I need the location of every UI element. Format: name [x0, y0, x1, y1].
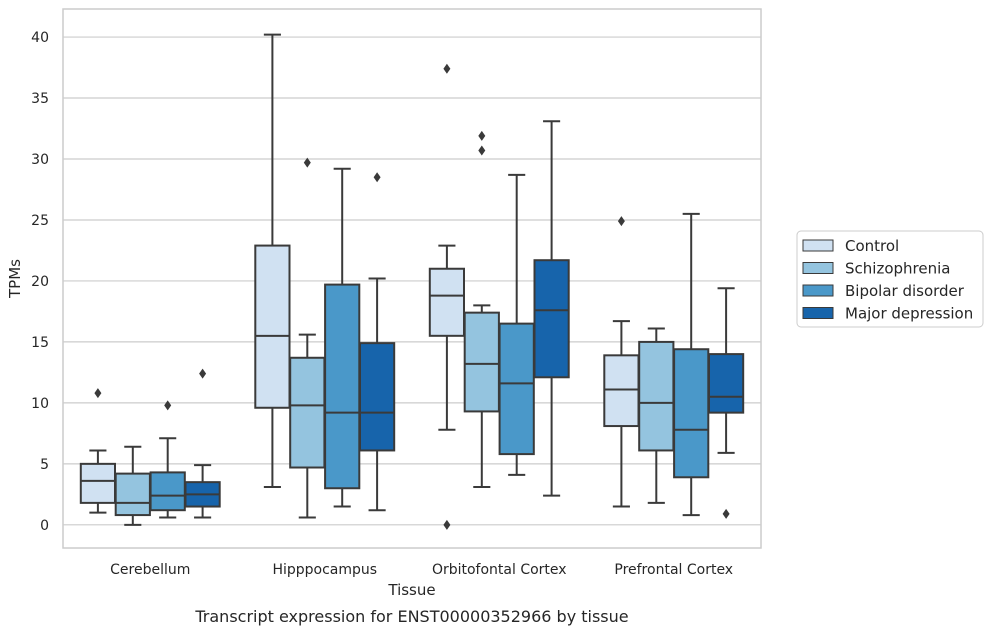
box-iqr: [114, 472, 151, 517]
box-major-depression: [358, 172, 396, 512]
outlier-point: [373, 172, 381, 183]
legend-label: Major depression: [845, 305, 973, 323]
box-iqr: [603, 354, 640, 428]
legend-item: Major depression: [802, 305, 973, 323]
y-tick-label: 15: [31, 335, 49, 351]
legend-swatch: [802, 262, 834, 274]
box-control: [428, 63, 466, 530]
box-iqr: [707, 353, 745, 414]
y-axis-label: TPMs: [6, 259, 24, 299]
y-tick-label: 35: [31, 91, 49, 107]
y-tick-label: 5: [40, 457, 49, 473]
outlier-point: [94, 388, 102, 399]
y-tick-label: 20: [31, 274, 49, 290]
box-bipolar-disorder: [673, 212, 710, 517]
x-tick-label: Orbitofontal Cortex: [432, 562, 567, 578]
box-iqr: [673, 348, 710, 479]
box-iqr: [289, 356, 326, 469]
box-control: [603, 216, 640, 508]
x-axis-label: Tissue: [387, 581, 435, 599]
y-tick-label: 30: [31, 152, 49, 168]
x-tick-labels: Cerebellum Hipppocampus Orbitofontal Corte…: [110, 562, 733, 578]
box-iqr: [324, 283, 361, 490]
y-tick-labels: 0 5 10 15 20 25 30 35 40: [31, 30, 49, 534]
legend-label: Bipolar disorder: [845, 282, 965, 300]
x-tick-label: Hipppocampus: [272, 562, 377, 578]
outlier-point: [722, 508, 730, 519]
legend-item: Control: [802, 237, 899, 255]
box-major-depression: [184, 368, 221, 519]
outlier-point: [164, 400, 172, 411]
box-iqr: [533, 259, 570, 379]
box-iqr: [79, 462, 117, 504]
outlier-point: [199, 368, 207, 379]
chart-caption: Transcript expression for ENST0000035296…: [194, 607, 628, 626]
y-tick-label: 40: [31, 30, 49, 46]
box-control: [79, 388, 117, 514]
box-control: [254, 33, 291, 489]
x-tick-label: Prefrontal Cortex: [614, 562, 733, 578]
box-iqr: [358, 342, 396, 452]
outlier-point: [478, 130, 486, 141]
gridlines: [63, 36, 761, 526]
outlier-point: [303, 157, 311, 168]
legend-swatch: [802, 307, 834, 319]
legend-swatch: [802, 284, 834, 297]
y-tick-label: 10: [31, 396, 49, 412]
box-schizophrenia: [289, 157, 326, 519]
box-iqr: [254, 244, 291, 409]
y-tick-label: 25: [31, 213, 49, 229]
y-tick-label: 0: [40, 518, 49, 534]
x-tick-label: Cerebellum: [110, 562, 190, 578]
plot-frame: [62, 8, 762, 549]
legend-label: Control: [845, 237, 899, 255]
box-major-depression: [707, 287, 745, 519]
box-schizophrenia: [638, 327, 675, 504]
box-plot-marks: [79, 33, 745, 530]
outlier-point: [617, 216, 625, 227]
box-iqr: [428, 267, 466, 337]
legend-item: Schizophrenia: [802, 260, 950, 278]
legend-box: [796, 230, 984, 328]
box-major-depression: [533, 120, 570, 497]
outlier-point: [478, 145, 486, 156]
legend-label: Schizophrenia: [845, 260, 950, 278]
box-iqr: [498, 322, 535, 456]
legend-swatch: [802, 239, 834, 252]
outlier-point: [443, 63, 451, 74]
box-bipolar-disorder: [149, 400, 186, 519]
legend: Control Schizophrenia Bipolar disorder Majo…: [796, 230, 984, 328]
box-schizophrenia: [463, 130, 500, 489]
box-schizophrenia: [114, 445, 151, 526]
box-bipolar-disorder: [324, 167, 361, 508]
box-iqr: [149, 471, 186, 512]
box-iqr: [638, 340, 675, 452]
box-bipolar-disorder: [498, 173, 535, 476]
legend-item: Bipolar disorder: [802, 282, 965, 300]
box-iqr: [463, 311, 500, 413]
outlier-point: [443, 519, 451, 530]
